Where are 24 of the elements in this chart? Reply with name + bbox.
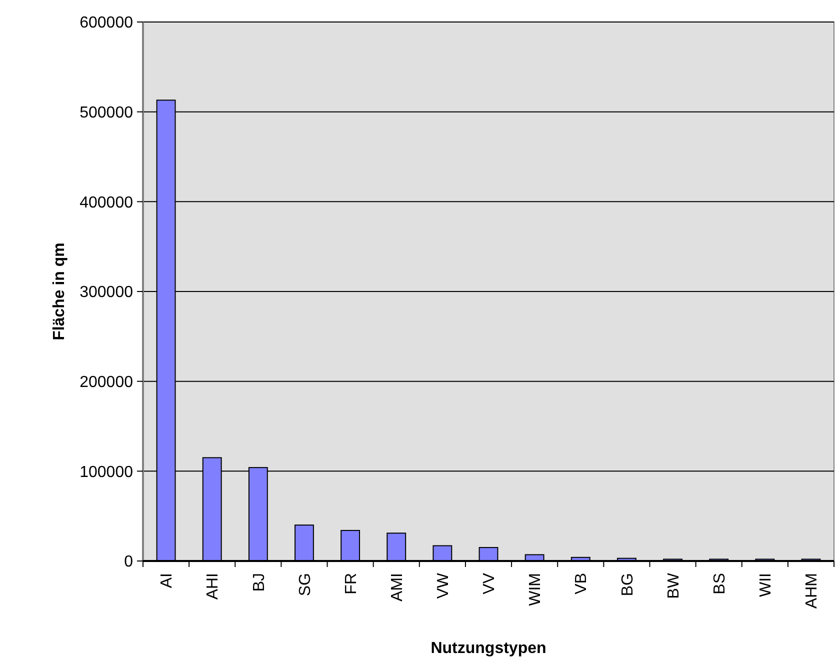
y-tick-label: 400000 <box>80 194 134 212</box>
x-tick-label: AHI <box>204 573 222 600</box>
x-tick-label: VB <box>573 573 590 594</box>
y-tick-label: 200000 <box>80 374 134 391</box>
x-axis-title: Nutzungstypen <box>430 640 546 657</box>
x-tick-label: BJ <box>250 573 268 592</box>
x-tick-label: AI <box>158 573 176 588</box>
x-tick-label: AMI <box>388 573 406 602</box>
x-tick-label: BG <box>619 573 636 596</box>
x-tick-label: BS <box>711 573 728 594</box>
x-tick-label: VV <box>481 572 498 594</box>
x-tick-label: BW <box>665 572 682 599</box>
x-tick-label: AHM <box>804 573 821 609</box>
x-tick-label: VW <box>435 572 452 599</box>
x-tick-label: WIM <box>527 573 544 606</box>
y-tick-label: 500000 <box>80 104 134 122</box>
y-axis-title: Fläche in qm <box>51 242 68 340</box>
y-tick-label: 100000 <box>80 464 134 481</box>
x-tick-label: WII <box>758 573 774 597</box>
x-tick-label: SG <box>296 573 314 596</box>
y-tick-label: 600000 <box>80 14 134 32</box>
y-tick-label: 300000 <box>80 284 134 302</box>
y-tick-label: 0 <box>124 554 134 571</box>
x-tick-label: FR <box>342 573 360 594</box>
